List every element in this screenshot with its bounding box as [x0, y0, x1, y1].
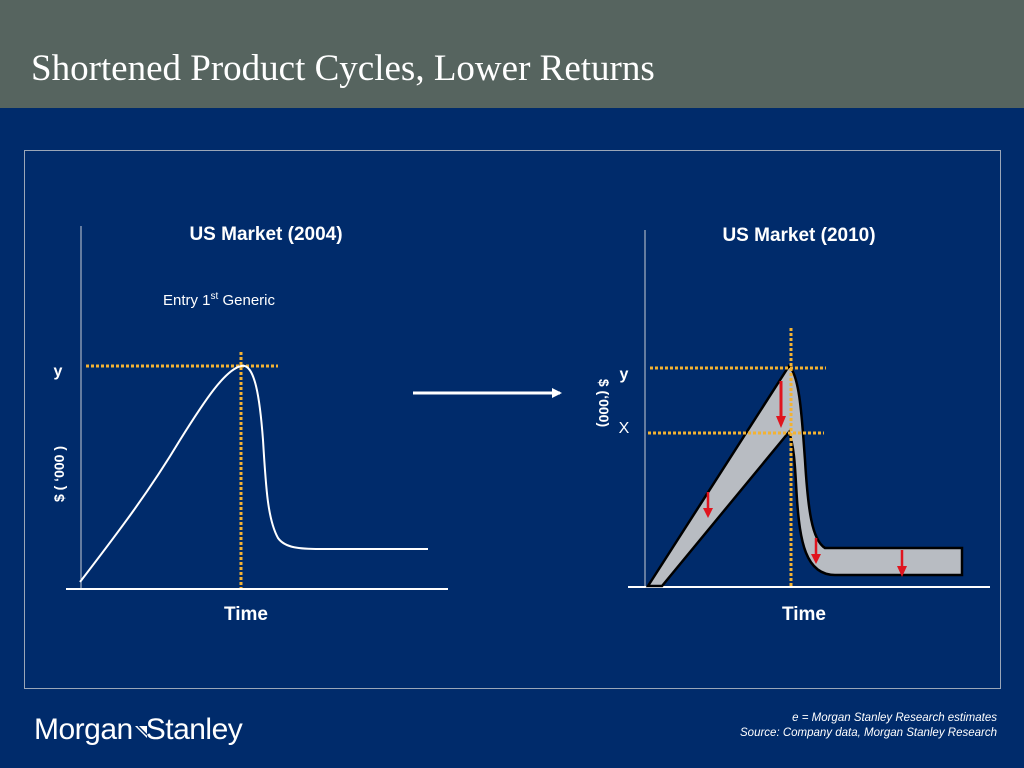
down-arrow-icon: [703, 492, 713, 518]
right-y-marker: y: [620, 366, 629, 383]
footnotes: e = Morgan Stanley Research estimates So…: [740, 711, 997, 741]
left-sales-curve: [79, 364, 428, 583]
slide-title: Shortened Product Cycles, Lower Returns: [31, 48, 655, 89]
logo-text-left: Morgan: [34, 713, 133, 746]
left-entry-annotation: Entry 1st Generic: [163, 291, 276, 309]
right-chart: US Market (2010) y X $ (‘000) Time: [596, 225, 990, 625]
left-chart-title: US Market (2004): [189, 224, 342, 245]
logo-text-right: Stanley: [145, 713, 243, 746]
down-arrow-icon: [897, 550, 907, 577]
diagram-frame: [24, 150, 1001, 689]
footnote-estimates: e = Morgan Stanley Research estimates: [792, 712, 997, 724]
logo-mark-icon: [134, 715, 148, 738]
left-x-axis-label: Time: [224, 604, 268, 625]
footnote-source: Source: Company data, Morgan Stanley Res…: [740, 727, 997, 739]
right-chart-title: US Market (2010): [722, 225, 875, 246]
right-x-axis-label: Time: [782, 604, 826, 625]
right-y-axis-label: $ (‘000): [596, 379, 612, 427]
morgan-stanley-logo: Morgan Stanley: [34, 713, 243, 746]
erosion-band: [645, 364, 964, 588]
right-x-marker: X: [619, 420, 630, 437]
title-bar: Shortened Product Cycles, Lower Returns: [0, 0, 1024, 108]
left-y-axis-label: $ ( ‘000 ): [51, 446, 67, 502]
left-chart: US Market (2004) Entry 1st Generic y $ (…: [51, 224, 448, 625]
down-arrow-icon: [776, 381, 786, 428]
down-arrow-icon: [811, 538, 821, 564]
left-y-marker: y: [54, 363, 63, 380]
